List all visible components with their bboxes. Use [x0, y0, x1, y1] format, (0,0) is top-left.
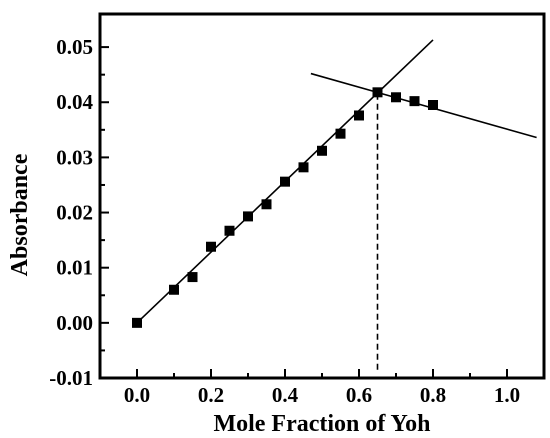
data-points — [132, 87, 438, 328]
y-tick-label: 0.01 — [56, 256, 93, 280]
y-axis-ticks: -0.01 0.00 0.01 0.02 0.03 0.04 0.05 — [49, 35, 109, 390]
data-point — [206, 241, 216, 252]
data-point — [372, 87, 383, 98]
data-point — [317, 145, 327, 156]
data-point — [391, 92, 401, 103]
data-point — [354, 110, 364, 121]
data-point — [409, 96, 420, 107]
data-point — [335, 128, 346, 139]
data-point — [187, 272, 198, 283]
fit-line — [310, 72, 537, 139]
plot-frame — [98, 12, 546, 380]
data-point — [261, 199, 272, 210]
x-axis-ticks: 0.0 0.2 0.4 0.6 0.8 1.0 — [124, 369, 520, 407]
data-point — [224, 225, 235, 236]
x-axis-title: Mole Fraction of Yoh — [213, 411, 430, 437]
data-point — [243, 211, 253, 222]
y-tick-label: 0.03 — [56, 145, 93, 169]
x-tick-label: 0.2 — [198, 383, 224, 407]
y-tick-label: 0.04 — [56, 90, 93, 114]
x-tick-label: 1.0 — [494, 383, 520, 407]
y-tick-label: 0.02 — [56, 201, 93, 225]
data-point — [280, 176, 290, 187]
x-tick-label: 0.0 — [124, 383, 150, 407]
x-tick-label: 0.8 — [420, 383, 446, 407]
data-point — [169, 284, 179, 295]
data-point — [132, 317, 142, 328]
y-axis-title: Absorbance — [7, 153, 33, 276]
x-tick-label: 0.6 — [346, 383, 372, 407]
data-point — [298, 162, 309, 173]
data-point — [428, 100, 438, 110]
x-tick-label: 0.4 — [272, 383, 299, 407]
y-tick-label: 0.05 — [56, 35, 93, 59]
y-tick-label: -0.01 — [49, 366, 93, 390]
y-tick-label: 0.00 — [56, 311, 93, 335]
